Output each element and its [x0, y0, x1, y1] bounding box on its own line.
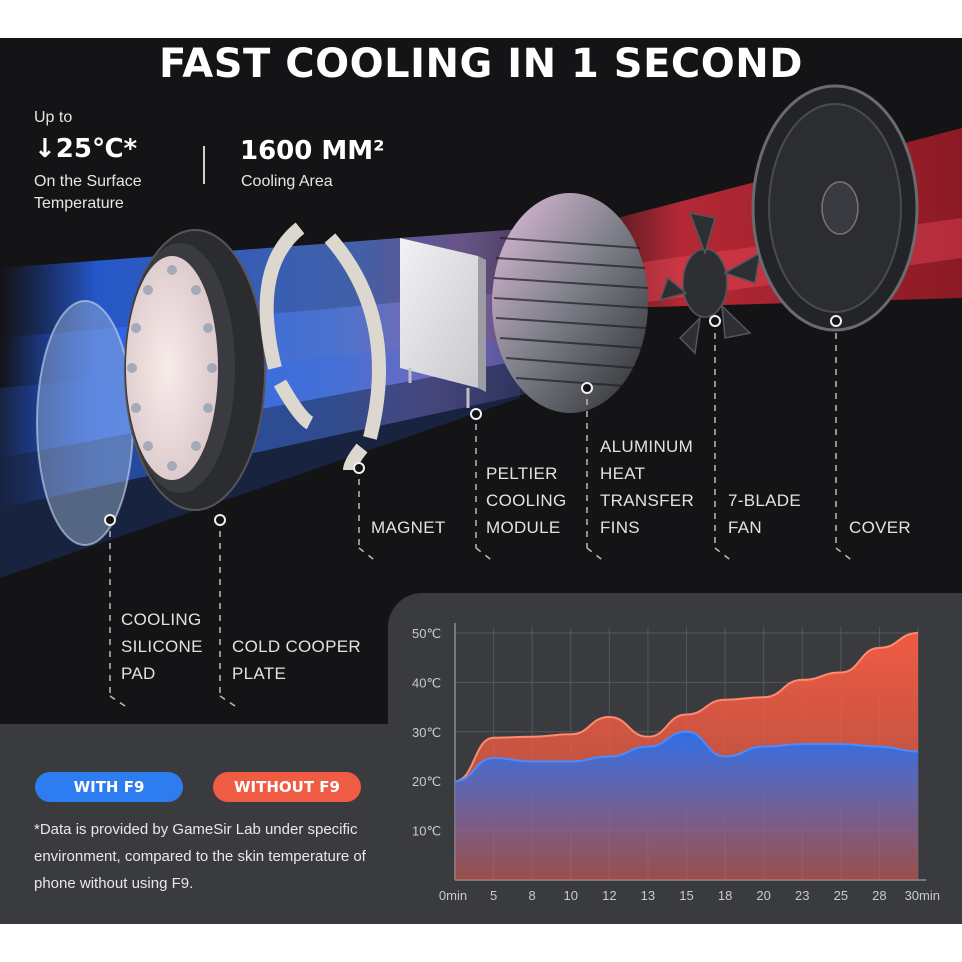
chart-series — [454, 632, 919, 880]
legend-panel — [0, 724, 388, 924]
label-silicone-pad: COOLING SILICONE PAD — [121, 610, 203, 683]
temp-prefix: Up to — [34, 109, 73, 126]
stat-divider — [203, 146, 205, 184]
copper-plate-graphic — [124, 229, 266, 511]
label-fan: 7-BLADE FAN — [728, 491, 801, 537]
poster: FAST COOLING IN 1 SECOND Up to ↓25℃* On … — [0, 38, 962, 924]
callout-leaders — [109, 333, 855, 709]
chart-y-axis: 50℃ 40℃ 30℃ 20℃ 10℃ — [412, 626, 441, 839]
temp-value: ↓25℃* — [34, 134, 138, 164]
temp-caption-line1: On the Surface — [34, 173, 142, 190]
series-line-without-f9 — [454, 632, 919, 783]
page-title: FAST COOLING IN 1 SECOND — [159, 41, 803, 87]
chart-x-axis: 0min 5 8 10 12 13 15 18 20 23 25 28 30min — [439, 888, 940, 903]
cover-graphic — [751, 84, 919, 332]
y-tick-label: 50℃ — [412, 626, 441, 641]
x-tick-label: 20 — [756, 888, 770, 903]
x-tick-label: 18 — [718, 888, 732, 903]
legend-with-f9: WITH F9 — [35, 772, 183, 802]
series-line-with-f9 — [454, 730, 919, 783]
x-tick-label: 0min — [439, 888, 467, 903]
y-tick-label: 20℃ — [412, 774, 441, 789]
x-tick-label: 23 — [795, 888, 809, 903]
magnet-graphic — [259, 222, 386, 471]
x-tick-label: 13 — [641, 888, 655, 903]
exploded-view-illustration — [0, 84, 962, 709]
x-tick-label: 15 — [679, 888, 693, 903]
x-tick-label: 28 — [872, 888, 886, 903]
legend-without-f9: WITHOUT F9 — [213, 772, 361, 802]
peltier-module-graphic — [400, 238, 486, 408]
x-tick-label: 5 — [490, 888, 497, 903]
area-caption: Cooling Area — [241, 173, 333, 190]
y-tick-label: 10℃ — [412, 824, 441, 839]
temp-caption-line2: Temperature — [34, 195, 124, 212]
label-fins: ALUMINUM HEAT TRANSFER FINS — [600, 437, 695, 537]
y-tick-label: 30℃ — [412, 725, 441, 740]
x-tick-label: 25 — [834, 888, 848, 903]
fan-graphic — [658, 211, 761, 355]
x-tick-label: 30min — [905, 888, 940, 903]
y-tick-label: 40℃ — [412, 675, 441, 690]
footnote: *Data is provided by GameSir Lab under s… — [34, 821, 366, 892]
label-cover: COVER — [849, 518, 911, 537]
x-tick-label: 8 — [529, 888, 536, 903]
label-copper-plate: COLD COOPER PLATE — [232, 637, 361, 683]
temperature-chart: 50℃ 40℃ 30℃ 20℃ 10℃ 0min 5 8 10 12 13 15 18 20 23 25 28… — [412, 623, 940, 903]
label-peltier: PELTIER COOLING MODULE — [486, 464, 567, 537]
x-tick-label: 10 — [564, 888, 578, 903]
callout-dots — [104, 315, 842, 526]
x-tick-label: 12 — [602, 888, 616, 903]
area-value: 1600 MM² — [240, 136, 385, 166]
series-area-with-f9 — [455, 731, 918, 880]
label-magnet: MAGNET — [371, 518, 446, 537]
heat-sink-fins-graphic — [492, 193, 649, 413]
